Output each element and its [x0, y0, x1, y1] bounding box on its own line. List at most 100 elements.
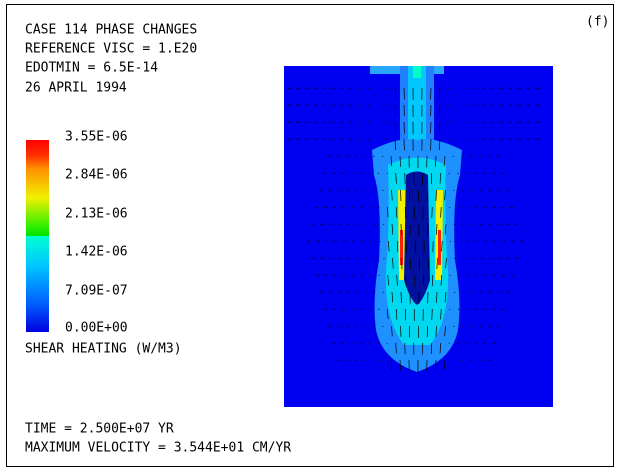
velocity-arrow — [474, 121, 477, 123]
velocity-arrow — [358, 138, 361, 140]
velocity-arrow — [376, 121, 379, 123]
velocity-arrow — [373, 223, 376, 225]
velocity-arrow — [396, 274, 398, 286]
velocity-arrow — [364, 291, 367, 293]
velocity-arrow — [382, 189, 384, 191]
velocity-arrow — [457, 308, 460, 310]
velocity-arrow — [467, 240, 470, 242]
velocity-arrow — [443, 155, 446, 167]
velocity-arrow — [482, 121, 486, 123]
velocity-arrow — [340, 138, 344, 140]
velocity-arrow — [440, 206, 442, 218]
velocity-arrow — [367, 87, 370, 89]
velocity-arrow — [461, 189, 464, 191]
velocity-arrow — [378, 308, 380, 310]
velocity-arrow — [449, 308, 451, 310]
velocity-arrow — [395, 308, 398, 320]
velocity-arrow — [379, 240, 381, 242]
velocity-arrow — [474, 104, 477, 106]
header-line: EDOTMIN = 6.5E-14 — [25, 61, 158, 76]
header-line: 26 APRIL 1994 — [25, 81, 127, 96]
velocity-arrow — [454, 257, 456, 259]
velocity-arrow — [385, 138, 388, 140]
velocity-arrow — [475, 206, 478, 208]
velocity-arrow — [461, 325, 464, 327]
velocity-arrow — [364, 223, 367, 225]
colorbar-title: SHEAR HEATING (W/M3) — [25, 342, 182, 357]
velocity-arrow — [456, 104, 459, 106]
velocity-arrow — [466, 172, 468, 174]
colorbar-label: 3.55E-06 — [65, 130, 128, 145]
velocity-arrow — [386, 172, 388, 174]
velocity-arrow — [382, 291, 385, 293]
colorbar-label: 7.09E-07 — [65, 284, 128, 299]
velocity-arrow — [381, 359, 384, 361]
velocity-arrow — [391, 291, 394, 303]
velocity-arrow — [453, 325, 455, 327]
velocity-arrow — [471, 291, 474, 293]
velocity-arrow — [352, 240, 355, 242]
velocity-arrow — [376, 138, 379, 140]
velocity-arrow — [356, 257, 359, 259]
velocity-arrow — [465, 104, 468, 106]
velocity-arrow — [395, 342, 397, 354]
velocity-arrow — [373, 325, 375, 327]
velocity-arrow — [491, 104, 495, 106]
velocity-arrow — [447, 138, 450, 140]
velocity-arrow — [453, 291, 456, 293]
velocity-arrow — [340, 121, 344, 123]
velocity-arrow — [447, 121, 450, 123]
velocity-arrow — [467, 274, 469, 276]
velocity-arrow — [453, 223, 456, 225]
velocity-arrow — [457, 342, 459, 344]
velocity-arrow — [438, 104, 441, 116]
colorbar-label: 2.13E-06 — [65, 207, 128, 222]
velocity-arrow — [387, 240, 390, 252]
velocity-arrow — [373, 291, 376, 293]
velocity-arrow — [438, 138, 441, 150]
velocity-arrow — [444, 325, 446, 337]
velocity-arrow — [443, 359, 446, 370]
velocity-arrow — [471, 257, 474, 259]
velocity-arrow — [491, 121, 495, 123]
velocity-arrow — [349, 104, 353, 106]
velocity-arrow — [361, 240, 364, 242]
velocity-arrow — [448, 342, 450, 344]
velocity-arrow — [367, 138, 370, 140]
velocity-arrow — [387, 274, 389, 286]
velocity-arrow — [373, 189, 375, 191]
velocity-arrow — [482, 87, 486, 89]
velocity-arrow — [449, 274, 451, 276]
velocity-arrow — [391, 223, 394, 235]
velocity-arrow — [377, 342, 380, 344]
velocity-arrow — [372, 359, 375, 361]
velocity-arrow — [372, 155, 375, 157]
velocity-arrow — [456, 87, 459, 89]
velocity-arrow — [491, 138, 495, 140]
velocity-arrow — [452, 155, 455, 157]
velocity-arrow — [440, 308, 442, 320]
velocity-arrow — [444, 291, 447, 303]
velocity-arrow — [447, 87, 450, 89]
velocity-arrow — [453, 189, 455, 191]
velocity-arrow — [482, 104, 486, 106]
velocity-arrow — [462, 223, 465, 225]
velocity-arrow — [447, 104, 450, 106]
velocity-arrow — [386, 206, 389, 218]
velocity-arrow — [367, 121, 370, 123]
velocity-arrow — [462, 257, 465, 259]
velocity-arrow — [445, 257, 447, 269]
velocity-arrow — [390, 155, 393, 167]
colorbar-label: 1.42E-06 — [65, 245, 128, 260]
velocity-arrow — [394, 138, 397, 151]
frame — [6, 4, 614, 467]
header-line: CASE 114 PHASE CHANGES — [25, 23, 197, 38]
velocity-arrow — [364, 189, 367, 191]
velocity-arrow — [386, 308, 389, 320]
velocity-arrow — [370, 240, 372, 242]
velocity-arrow — [369, 274, 372, 276]
velocity-arrow — [475, 274, 478, 276]
velocity-arrow — [491, 87, 495, 89]
velocity-arrow — [369, 308, 371, 310]
footer-line: TIME = 2.500E+07 YR — [25, 422, 174, 437]
